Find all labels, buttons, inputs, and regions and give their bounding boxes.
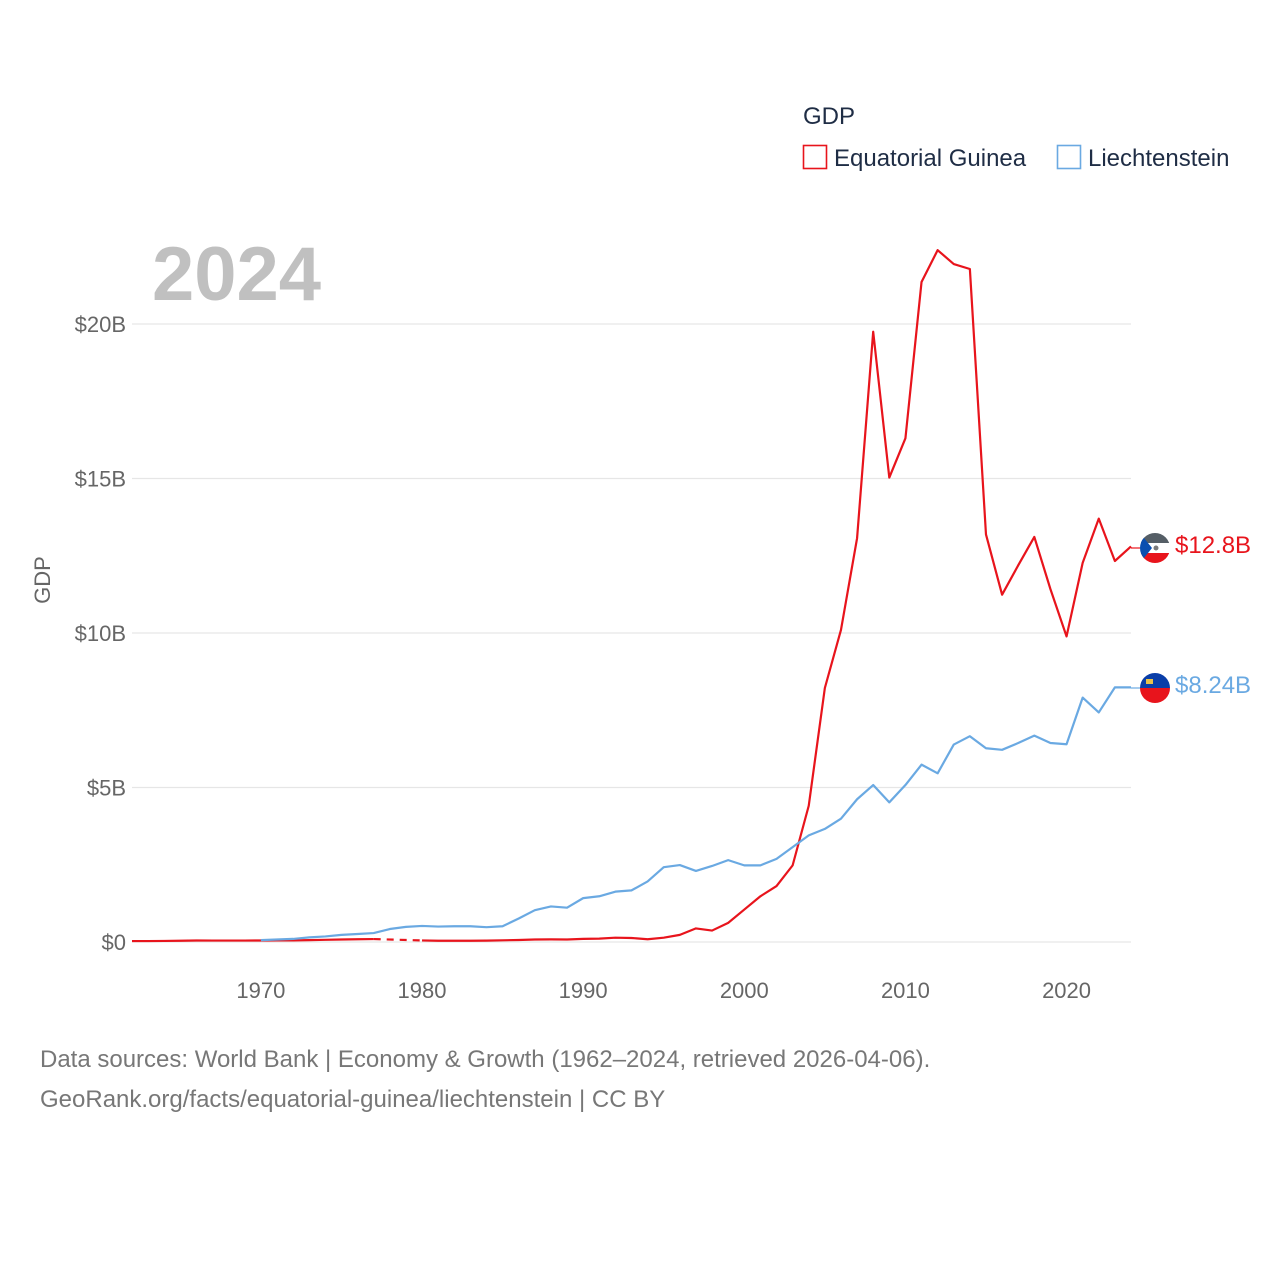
x-tick-label: 2020 [1042, 978, 1091, 1003]
legend: GDP Equatorial Guinea Liechtenstein [802, 103, 1229, 172]
liechtenstein-flag-icon [1140, 673, 1170, 703]
x-tick-label: 2010 [881, 978, 930, 1003]
gdp-line-chart: $0 $5B $10B $15B $20B 1970 1980 1990 2000 2010 20… [30, 103, 1251, 1003]
y-axis-ticks: $0 $5B $10B $15B $20B [75, 312, 126, 955]
legend-label-liechtenstein[interactable]: Liechtenstein [1088, 145, 1229, 172]
source-line-2[interactable]: GeoRank.org/facts/equatorial-guinea/liec… [40, 1086, 666, 1113]
y-tick-label: $0 [102, 930, 126, 955]
series-line-equatorial-guinea-cont [422, 249, 1132, 942]
y-tick-label: $5B [87, 776, 126, 801]
end-marker-equatorial-guinea: $12.8B [1131, 532, 1251, 563]
legend-swatch-liechtenstein[interactable] [1056, 144, 1082, 170]
legend-label-equatorial-guinea[interactable]: Equatorial Guinea [834, 145, 1027, 172]
end-value-liechtenstein: $8.24B [1175, 672, 1251, 699]
y-tick-label: $15B [75, 467, 126, 492]
source-note: Data sources: World Bank | Economy & Gro… [40, 1040, 930, 1120]
series-line-liechtenstein [260, 686, 1131, 942]
legend-swatch-equatorial-guinea[interactable] [802, 144, 828, 170]
source-line-1: Data sources: World Bank | Economy & Gro… [40, 1046, 931, 1073]
end-value-equatorial-guinea: $12.8B [1175, 532, 1251, 559]
legend-title: GDP [803, 103, 855, 130]
x-tick-label: 1990 [559, 978, 608, 1003]
x-axis-ticks: 1970 1980 1990 2000 2010 2020 [236, 978, 1091, 1003]
x-tick-label: 1970 [236, 978, 285, 1003]
y-axis-title: GDP [30, 556, 55, 604]
x-tick-label: 2000 [720, 978, 769, 1003]
series-gap-equatorial-guinea [373, 937, 423, 942]
y-tick-label: $20B [75, 312, 126, 337]
equatorial-guinea-flag-icon [1140, 533, 1170, 563]
y-tick-label: $10B [75, 621, 126, 646]
series-lines [131, 249, 1132, 943]
gridlines [132, 323, 1131, 943]
x-tick-label: 1980 [398, 978, 447, 1003]
year-label: 2024 [152, 232, 321, 317]
end-marker-liechtenstein: $8.24B [1131, 672, 1251, 703]
series-line-equatorial-guinea [131, 937, 374, 943]
